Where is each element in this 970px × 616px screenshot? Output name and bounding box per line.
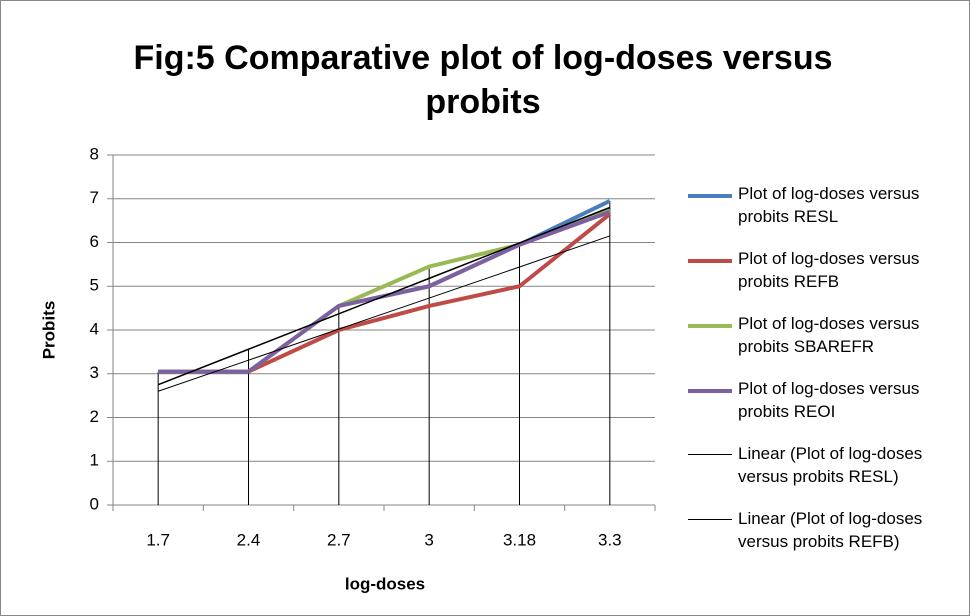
y-tick-label: 7 xyxy=(90,188,99,207)
legend-swatch xyxy=(688,454,732,455)
legend-swatch xyxy=(688,389,732,393)
x-axis-label: log-doses xyxy=(345,574,425,593)
x-tick-label: 2.4 xyxy=(237,530,261,549)
legend-label: Plot of log-doses versus probits RESL xyxy=(738,184,920,226)
legend-entry: Linear (Plot of log-doses versus probits… xyxy=(688,507,963,572)
x-tick-label: 3.18 xyxy=(503,530,536,549)
legend-entry: Linear (Plot of log-doses versus probits… xyxy=(688,442,963,507)
legend: Plot of log-doses versus probits RESL Plo… xyxy=(688,182,963,572)
legend-entry: Plot of log-doses versus probits SBAREFR xyxy=(688,312,963,377)
legend-label: Plot of log-doses versus probits REOI xyxy=(738,379,920,421)
y-tick-label: 0 xyxy=(90,494,99,513)
y-tick-label: 2 xyxy=(90,407,99,426)
chart-title-group: Fig:5 Comparative plot of log-doses vers… xyxy=(133,39,832,121)
y-tick-label: 1 xyxy=(90,451,99,470)
x-tick-label: 2.7 xyxy=(327,530,351,549)
legend-entry: Plot of log-doses versus probits RESL xyxy=(688,182,963,247)
legend-label: Linear (Plot of log-doses versus probits… xyxy=(738,509,923,551)
x-tick-label: 3 xyxy=(424,530,433,549)
y-axis-label: Probits xyxy=(39,301,58,360)
y-tick-label: 6 xyxy=(90,232,99,251)
legend-entry: Plot of log-doses versus probits REFB xyxy=(688,247,963,312)
legend-swatch xyxy=(688,194,732,198)
legend-label: Plot of log-doses versus probits REFB xyxy=(738,249,920,291)
legend-label: Linear (Plot of log-doses versus probits… xyxy=(738,444,923,486)
legend-entry: Plot of log-doses versus probits REOI xyxy=(688,377,963,442)
legend-label: Plot of log-doses versus probits SBAREFR xyxy=(738,314,920,356)
y-tick-label: 8 xyxy=(90,144,99,163)
x-tick-label: 3.3 xyxy=(598,530,622,549)
legend-swatch xyxy=(688,324,732,328)
series-line xyxy=(157,206,611,386)
legend-swatch xyxy=(688,519,732,520)
y-tick-label: 3 xyxy=(90,363,99,382)
y-tick-label: 5 xyxy=(90,276,99,295)
legend-swatch xyxy=(688,259,732,263)
y-tick-label: 4 xyxy=(90,319,99,338)
x-tick-label: 1.7 xyxy=(146,530,170,549)
chart-title: Fig:5 Comparative plot of log-doses vers… xyxy=(133,39,832,121)
series-line xyxy=(158,235,610,392)
